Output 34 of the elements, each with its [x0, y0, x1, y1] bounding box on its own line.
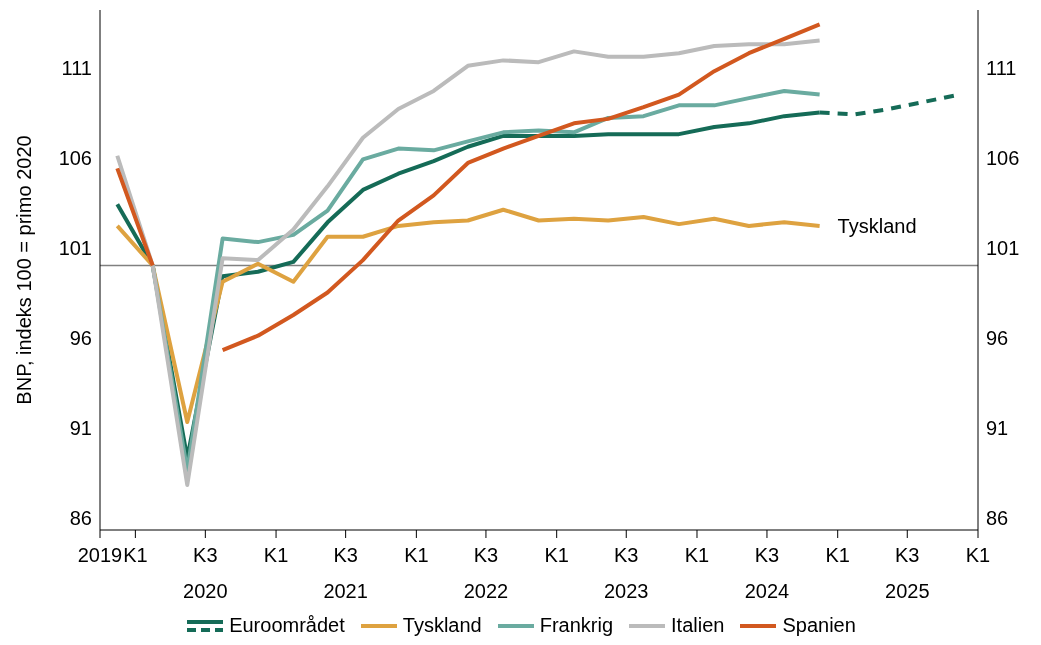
- legend-label: Italien: [671, 614, 725, 637]
- legend-label: Frankrig: [539, 614, 614, 637]
- y2-tick-label: 86: [986, 506, 1009, 529]
- annotation: Tyskland: [837, 215, 917, 238]
- y-tick-label: 96: [69, 326, 92, 349]
- x-tick-label: K3 2024: [744, 544, 790, 602]
- x-tick-label: K3 2023: [604, 544, 649, 602]
- y2-tick-label: 101: [986, 236, 1020, 259]
- x-tick-label: K3 2020: [183, 544, 228, 602]
- x-tick-label: K1: [684, 544, 710, 566]
- y-tick-label: 111: [61, 56, 92, 79]
- x-tick-label: K1: [123, 544, 148, 566]
- legend-label: Tyskland: [402, 614, 482, 637]
- y-tick-label: 91: [69, 416, 92, 439]
- x-tick-label: K1: [965, 544, 991, 566]
- x-tick-label: K3 2025: [885, 544, 930, 602]
- legend-label: Euroområdet: [229, 614, 345, 637]
- x-tick-label: K1: [825, 544, 850, 566]
- y2-tick-label: 111: [986, 56, 1017, 79]
- x-tick-label: K3 2021: [323, 544, 368, 602]
- legend-label: Spanien: [782, 614, 856, 637]
- y-tick-label: 86: [69, 506, 92, 529]
- x-tick-label: 2019: [77, 544, 123, 566]
- y2-tick-label: 91: [986, 416, 1009, 439]
- y-tick-label: 101: [58, 236, 92, 259]
- y-axis-title: BNP, indeks 100 = primo 2020: [13, 135, 36, 405]
- y2-tick-label: 96: [986, 326, 1009, 349]
- x-tick-label: K1: [404, 544, 429, 566]
- y2-tick-label: 106: [986, 146, 1020, 169]
- x-tick-label: K3 2022: [463, 544, 509, 602]
- x-tick-label: K1: [263, 544, 289, 566]
- line-series: [115, 38, 822, 488]
- y-tick-label: 106: [58, 146, 92, 169]
- x-tick-label: K1: [544, 544, 569, 566]
